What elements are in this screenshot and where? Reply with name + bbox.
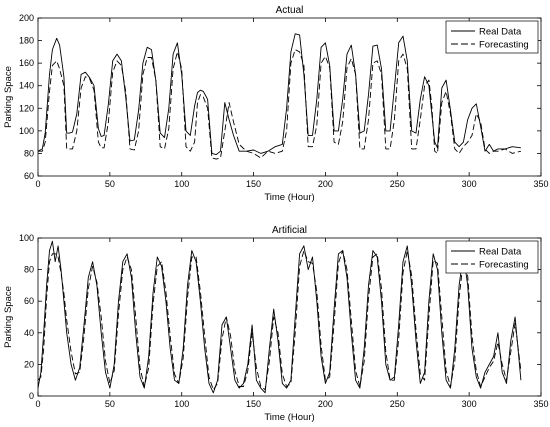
- y-tick-label: 80: [24, 148, 34, 158]
- plot-title: Actual: [276, 5, 304, 16]
- x-tick-label: 200: [318, 399, 333, 409]
- series-group: [37, 240, 522, 394]
- legend-label-real-data: Real Data: [479, 27, 522, 38]
- y-tick-label: 20: [24, 359, 34, 369]
- x-axis-label: Time (Hour): [264, 192, 314, 203]
- legend-label-real-data: Real Data: [479, 247, 522, 258]
- series-line-forecasting: [37, 250, 522, 391]
- x-tick-label: 50: [105, 179, 115, 189]
- y-tick-label: 80: [24, 265, 34, 275]
- legend-box: [445, 240, 539, 274]
- legend-label-forecasting: Forecasting: [479, 40, 529, 51]
- legend-box: [445, 20, 539, 54]
- y-tick-label: 120: [19, 103, 34, 113]
- x-tick-label: 50: [105, 399, 115, 409]
- x-tick-label: 100: [174, 399, 189, 409]
- y-tick-label: 140: [19, 81, 34, 91]
- x-tick-label: 250: [390, 179, 405, 189]
- legend: Real Data Forecasting: [445, 20, 539, 54]
- legend: Real Data Forecasting: [445, 240, 539, 274]
- x-tick-label: 250: [390, 399, 405, 409]
- axis-ticks: 0 50 100 150 200 250 300 350 60 80 100 120 140 160 180…: [19, 13, 549, 189]
- x-tick-label: 300: [462, 399, 477, 409]
- x-axis-label: Time (Hour): [264, 412, 314, 423]
- plot-artificial: Artificial 0 50 100 150 200 250 300 350 0 20 40 60 8…: [3, 225, 549, 423]
- y-axis-label: Parking Space: [3, 66, 14, 128]
- x-tick-label: 350: [533, 179, 548, 189]
- x-tick-label: 0: [35, 179, 40, 189]
- x-tick-label: 200: [318, 179, 333, 189]
- series-line-forecasting: [38, 49, 522, 160]
- y-tick-label: 160: [19, 58, 34, 68]
- y-tick-label: 0: [29, 391, 34, 401]
- axis-ticks: 0 50 100 150 200 250 300 350 0 20 40 60 80 100: [19, 233, 549, 409]
- y-tick-label: 180: [19, 36, 34, 46]
- y-tick-label: 100: [19, 126, 34, 136]
- x-tick-label: 350: [533, 399, 548, 409]
- x-tick-label: 300: [462, 179, 477, 189]
- y-tick-label: 100: [19, 233, 34, 243]
- series-group: [37, 33, 522, 160]
- y-tick-label: 60: [24, 296, 34, 306]
- x-tick-label: 0: [35, 399, 40, 409]
- plot-actual: Actual 0 50 100 150 200 250 300 350 60 80 100 120 14…: [3, 5, 549, 203]
- y-tick-label: 40: [24, 328, 34, 338]
- series-line-real-data: [37, 240, 522, 394]
- x-tick-label: 150: [246, 179, 261, 189]
- y-tick-label: 60: [24, 171, 34, 181]
- y-tick-label: 200: [19, 13, 34, 23]
- x-tick-label: 100: [174, 179, 189, 189]
- y-axis-label: Parking Space: [3, 286, 14, 348]
- legend-label-forecasting: Forecasting: [479, 260, 529, 271]
- plot-title: Artificial: [272, 225, 307, 236]
- x-tick-label: 150: [246, 399, 261, 409]
